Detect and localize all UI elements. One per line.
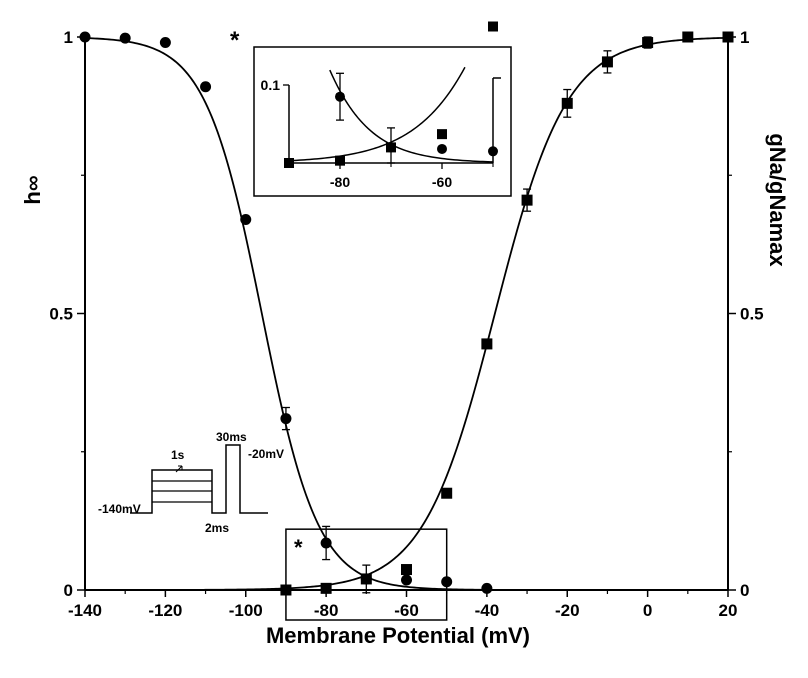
protocol-hold-label: -140mV (98, 502, 141, 516)
x-tick-label: 20 (719, 601, 738, 620)
square-marker (360, 573, 372, 585)
square-marker (488, 21, 498, 32)
protocol-arrow (175, 465, 183, 473)
data-markers (79, 31, 734, 596)
inset-fit-curve (329, 69, 494, 163)
y-right-tick-label: 0.5 (740, 305, 764, 324)
square-marker (521, 194, 533, 206)
circle-marker (159, 37, 171, 49)
inactivation-fit-curve (84, 37, 728, 591)
x-tick-label: -20 (555, 601, 580, 620)
square-marker (437, 129, 447, 140)
inset-plot: * -80 -60 0.1 (230, 21, 512, 197)
y-right-tick-label: 0 (740, 581, 749, 600)
square-marker (601, 56, 613, 68)
highlight-box-label: * (294, 535, 303, 560)
voltage-protocol: -140mV 1s 2ms 30ms -20mV (98, 430, 284, 535)
highlight-box (285, 528, 448, 621)
circle-marker (437, 143, 447, 154)
inset-label: * (230, 27, 240, 54)
y-left-tick-label: 0.5 (49, 305, 73, 324)
protocol-test-duration-label: 30ms (216, 430, 247, 444)
activation-fit-curve (85, 36, 729, 591)
circle-marker (488, 146, 498, 157)
square-marker (481, 338, 493, 350)
inset-x-tick-label: -60 (432, 174, 452, 190)
circle-marker (320, 537, 332, 549)
inset-fit-curves (288, 66, 494, 163)
x-tick-label: -120 (148, 601, 182, 620)
inset-fit-curve (288, 66, 466, 162)
circle-marker (335, 91, 345, 102)
square-marker (284, 158, 294, 168)
x-tick-label: -140 (68, 601, 102, 620)
square-marker (561, 97, 573, 109)
left-y-axis-title: h∞ (20, 175, 45, 204)
circle-marker (401, 574, 412, 586)
circle-marker (119, 32, 131, 44)
square-marker (320, 582, 332, 594)
highlight-box-group: * (285, 528, 448, 621)
main-plot: -140 -120 -100 -80 -60 -40 -20 0 20 00.51 00.51 … (20, 28, 790, 648)
inset-ticks: -80 -60 0.1 (261, 77, 494, 190)
x-tick-label: -100 (229, 601, 263, 620)
square-marker (722, 31, 734, 43)
circle-marker (280, 413, 292, 425)
y-right-tick-label: 1 (740, 28, 749, 47)
circle-marker (240, 213, 252, 225)
circle-marker (200, 81, 212, 93)
circle-marker (79, 31, 91, 43)
protocol-gap-label: 2ms (205, 521, 229, 535)
y-left-tick-label: 0 (64, 581, 73, 600)
x-tick-label: -80 (314, 601, 339, 620)
square-marker (386, 142, 396, 153)
circle-marker (481, 582, 493, 594)
y-left-tick-label: 1 (64, 28, 73, 47)
y-ticks-left: 00.51 (49, 28, 85, 600)
square-marker (642, 37, 654, 49)
right-y-axis-title: gNa/gNamax (765, 133, 790, 267)
inset-x-tick-label: -80 (330, 174, 350, 190)
square-marker (441, 487, 453, 499)
x-tick-label: 0 (643, 601, 652, 620)
x-axis-title: Membrane Potential (mV) (266, 623, 530, 648)
square-marker (401, 564, 412, 576)
inset-y-tick-label: 0.1 (261, 77, 281, 93)
x-ticks: -140 -120 -100 -80 -60 -40 -20 0 20 (68, 590, 737, 620)
protocol-prepulse-label: 1s (171, 448, 185, 462)
x-tick-label: -60 (394, 601, 419, 620)
fit-curves (84, 36, 729, 591)
square-marker (335, 155, 345, 166)
inset-data-markers (284, 21, 498, 168)
protocol-test-label: -20mV (248, 447, 284, 461)
left-y-axis-title-text: h∞ (20, 175, 45, 204)
right-y-axis-title-text: gNa/gNamax (765, 133, 790, 267)
inset-frame (253, 46, 512, 197)
x-tick-label: -40 (475, 601, 500, 620)
y-ticks-right: 00.51 (728, 28, 764, 600)
square-marker (682, 31, 694, 43)
